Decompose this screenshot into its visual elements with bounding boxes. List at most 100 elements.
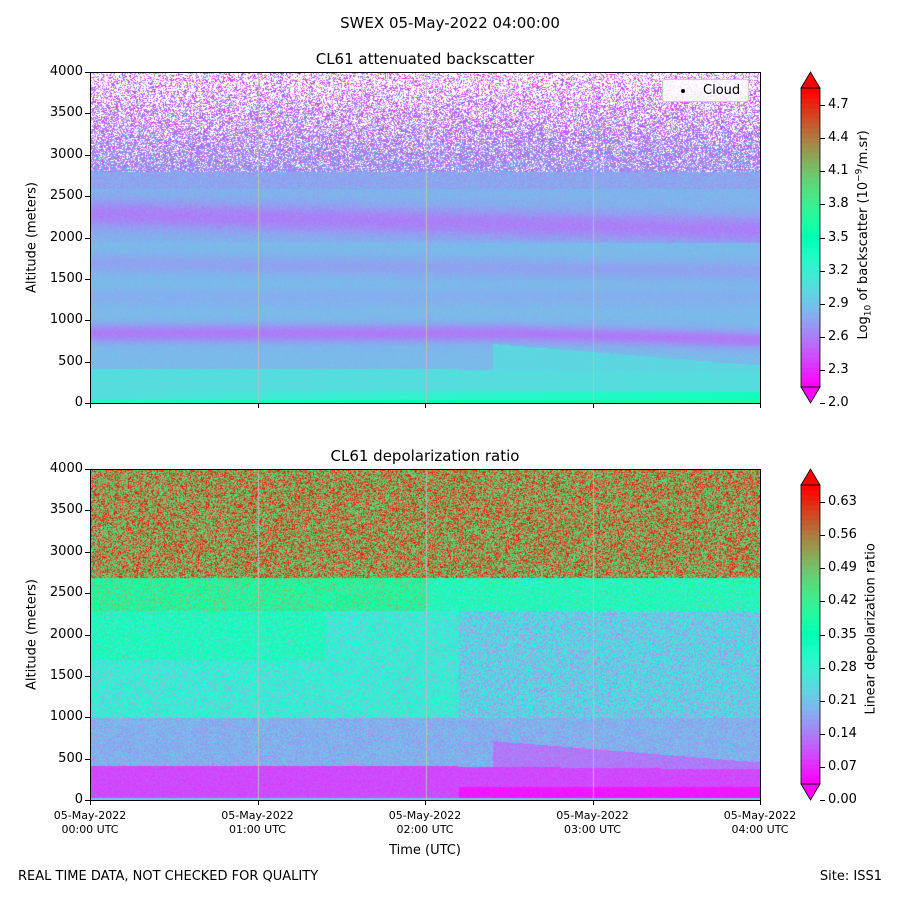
backscatter-heatmap	[91, 73, 760, 403]
colorbar-tick-label: 3.8	[828, 196, 849, 212]
colorbar-tick-mark	[820, 270, 825, 272]
y-tick-label: 500	[58, 353, 83, 369]
site-label: Site: ISS1	[819, 869, 882, 884]
x-tick-mark	[425, 800, 426, 805]
colorbar-tick-mark	[820, 800, 825, 801]
y-tick-mark	[85, 154, 90, 156]
x-tick-label: 05-May-2022 02:00 UTC	[375, 809, 475, 837]
x-tick-time: 02:00 UTC	[396, 823, 454, 836]
y-tick-mark	[85, 278, 90, 280]
colorbar-tick-label: 0.35	[828, 626, 857, 642]
x-tick-mark	[592, 800, 594, 805]
y-tick-mark	[85, 675, 90, 677]
colorbar-tick-mark	[820, 733, 825, 735]
y-tick-label: 3500	[49, 105, 83, 121]
y-tick-label: 0	[74, 792, 83, 807]
colorbar-tick-mark	[820, 535, 825, 537]
depolarization-plot	[90, 469, 761, 801]
colorbar-tick-label: 0.63	[828, 494, 857, 510]
depolarization-heatmap	[91, 470, 760, 800]
colorbar-tick-label: 0.07	[828, 758, 857, 774]
y-tick-mark	[85, 320, 90, 322]
y-tick-mark	[85, 510, 90, 512]
x-tick-label: 05-May-2022 00:00 UTC	[40, 809, 140, 837]
colorbar-tick-mark	[820, 138, 825, 140]
figure-title: SWEX 05-May-2022 04:00:00	[340, 14, 560, 32]
x-tick-time: 01:00 UTC	[228, 823, 286, 836]
depolarization-title: CL61 depolarization ratio	[330, 447, 520, 465]
x-tick-label: 05-May-2022 01:00 UTC	[208, 809, 308, 837]
x-tick-time: 03:00 UTC	[563, 823, 621, 836]
y-tick-label: 3000	[49, 543, 83, 559]
colorbar-tick-label: 2.3	[828, 361, 849, 377]
colorbar-tick-mark	[820, 369, 825, 371]
colorbar-tick-mark	[820, 700, 825, 702]
x-tick-date: 05-May-2022	[53, 809, 127, 822]
colorbar-tick-label: 0.49	[828, 560, 857, 576]
colorbar-tick-mark	[820, 568, 825, 570]
y-tick-label: 2500	[49, 585, 83, 601]
x-tick-label: 05-May-2022 03:00 UTC	[543, 809, 643, 837]
depolarization-colorbar	[800, 468, 821, 801]
x-tick-label: 05-May-2022 04:00 UTC	[710, 809, 810, 837]
y-tick-label: 3000	[49, 146, 83, 162]
colorbar-tick-mark	[820, 303, 825, 305]
colorbar-tick-mark	[820, 634, 825, 636]
y-tick-mark	[85, 800, 90, 801]
y-tick-label: 1000	[49, 312, 83, 328]
colorbar-tick-mark	[820, 105, 825, 107]
colorbar-tick-mark	[820, 403, 825, 404]
colorbar-tick-mark	[820, 766, 825, 768]
backscatter-colorbar-label: Log10 of backscatter (10−9/m.sr)	[854, 130, 874, 340]
y-tick-mark	[85, 758, 90, 760]
colorbar-tick-label: 0.28	[828, 659, 857, 675]
y-tick-label: 0	[74, 395, 83, 410]
y-tick-label: 2000	[49, 626, 83, 642]
x-tick-mark	[257, 800, 259, 805]
x-tick-date: 05-May-2022	[556, 809, 629, 822]
y-tick-mark	[85, 717, 90, 719]
y-tick-mark	[85, 634, 90, 636]
x-tick-mark	[592, 403, 594, 408]
colorbar-tick-label: 0.56	[828, 527, 857, 543]
legend: Cloud	[662, 79, 750, 102]
colorbar-tick-label: 4.7	[828, 97, 849, 113]
y-tick-label: 1500	[49, 667, 83, 683]
depolarization-colorbar-label: Linear depolarization ratio	[863, 543, 879, 715]
y-tick-label: 4000	[49, 64, 83, 79]
y-tick-label: 1500	[49, 270, 83, 286]
colorbar-tick-mark	[820, 171, 825, 173]
x-tick-date: 05-May-2022	[723, 809, 797, 822]
colorbar-tick-mark	[820, 502, 825, 504]
y-tick-mark	[85, 361, 90, 363]
colorbar-tick-label: 0.00	[828, 792, 857, 807]
colorbar-tick-label: 0.42	[828, 593, 857, 609]
y-tick-mark	[85, 403, 90, 404]
cloud-marker-icon	[681, 88, 685, 93]
y-tick-mark	[85, 113, 90, 115]
x-tick-time: 00:00 UTC	[61, 823, 119, 836]
x-tick-mark	[90, 800, 91, 805]
colorbar-tick-mark	[820, 601, 825, 603]
legend-cloud-label: Cloud	[703, 83, 741, 98]
y-tick-label: 3500	[49, 502, 83, 518]
y-tick-mark	[85, 593, 90, 595]
y-tick-mark	[85, 237, 90, 239]
y-tick-label: 500	[58, 750, 83, 766]
colorbar-tick-mark	[820, 667, 825, 669]
colorbar-tick-label: 0.14	[828, 725, 857, 741]
colorbar-tick-label: 2.0	[828, 395, 849, 410]
y-tick-label: 2500	[49, 188, 83, 204]
backscatter-colorbar	[800, 71, 821, 404]
colorbar-tick-label: 4.1	[828, 163, 849, 179]
x-tick-time: 04:00 UTC	[731, 823, 789, 836]
backscatter-plot	[90, 72, 761, 404]
colorbar-tick-label: 2.9	[828, 295, 849, 311]
colorbar-tick-mark	[820, 336, 825, 338]
x-tick-date: 05-May-2022	[388, 809, 462, 822]
quality-disclaimer: REAL TIME DATA, NOT CHECKED FOR QUALITY	[18, 869, 319, 884]
colorbar-tick-label: 0.21	[828, 692, 857, 708]
x-axis-label: Time (UTC)	[389, 843, 461, 858]
colorbar-tick-mark	[820, 204, 825, 206]
y-tick-label: 2000	[49, 229, 83, 245]
